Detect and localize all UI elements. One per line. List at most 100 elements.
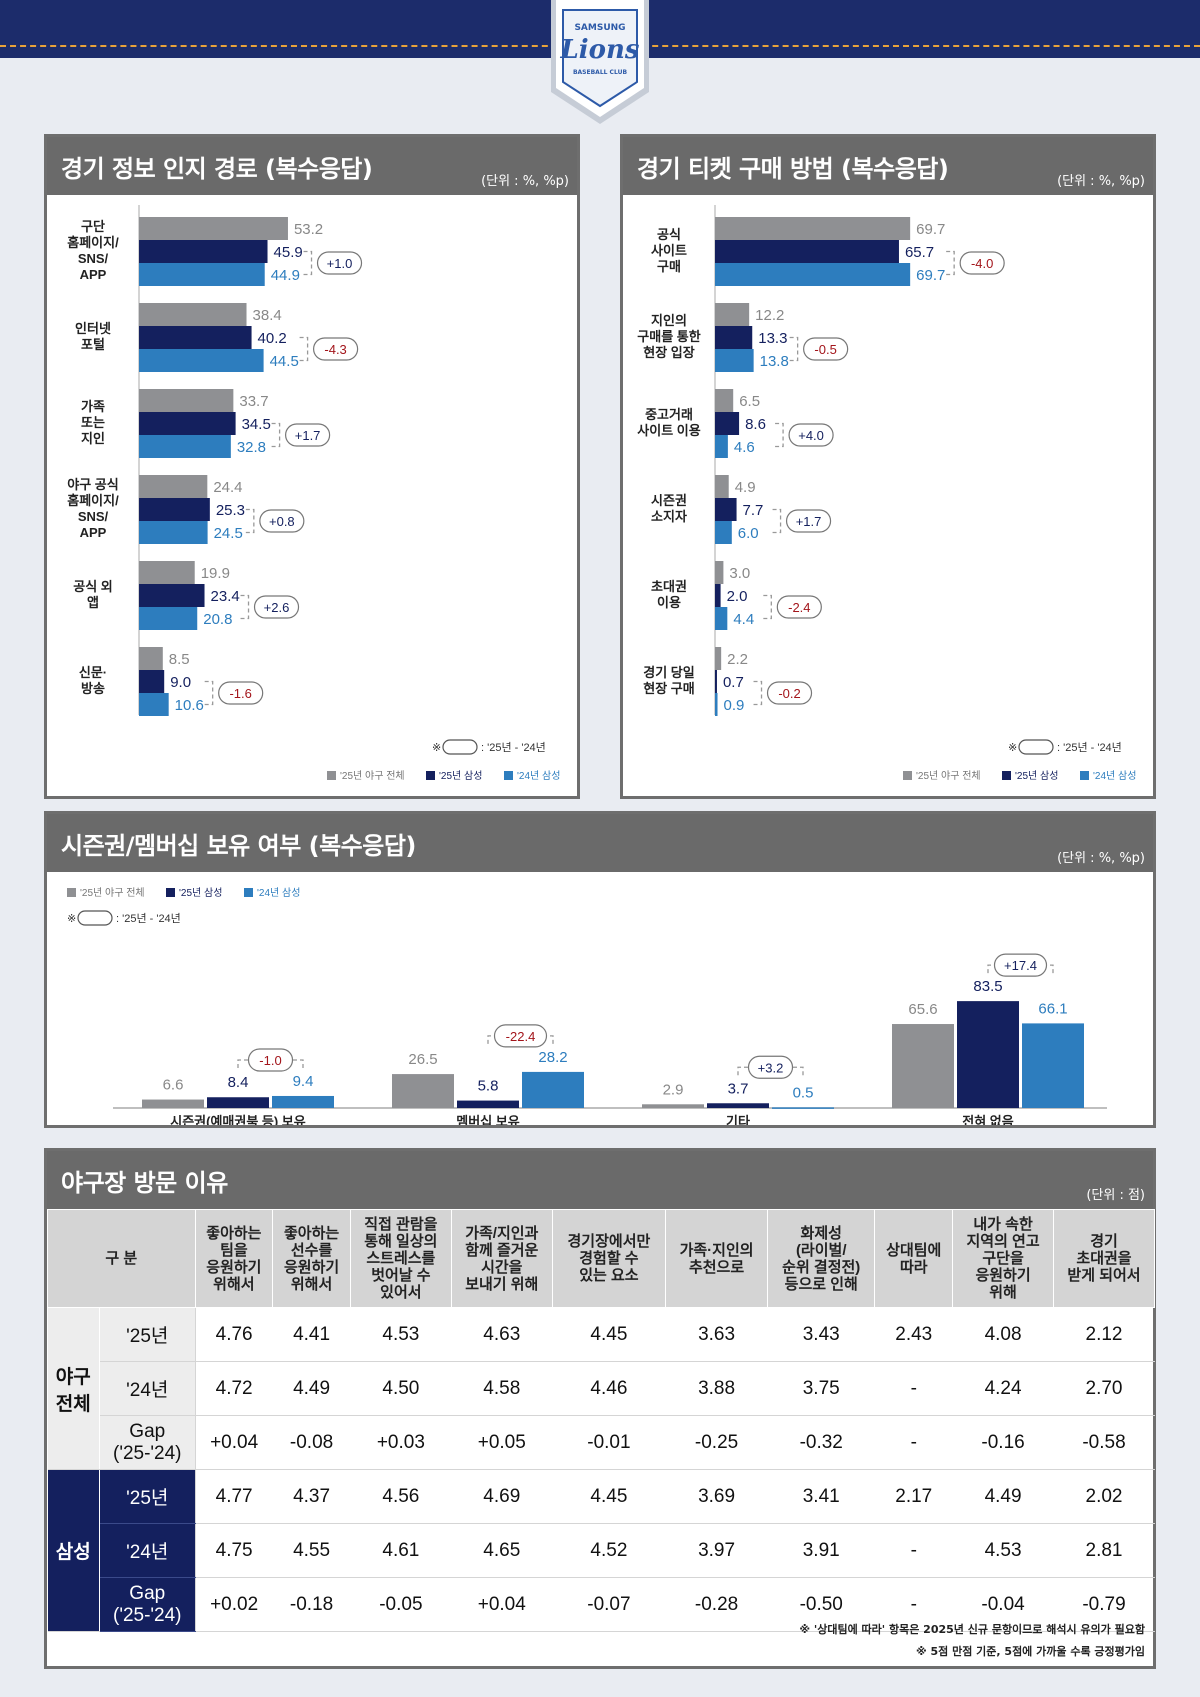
legend-label: '25년 야구 전체 (80, 887, 145, 899)
category-label: 소지자 (651, 509, 687, 524)
bar-value-label: 66.1 (1038, 1000, 1067, 1017)
category-label: 초대권 (651, 579, 687, 594)
bar (715, 217, 911, 240)
bar (715, 584, 721, 607)
bar-value-label: 3.0 (729, 565, 750, 582)
table-cell: -0.01 (552, 1415, 666, 1470)
bar (715, 693, 718, 716)
diff-pill (776, 595, 822, 619)
bar (142, 1099, 204, 1108)
diff-label: +1.7 (295, 428, 321, 443)
table-cell: -0.50 (767, 1577, 875, 1632)
table-cell: 2.43 (874, 1307, 953, 1362)
diff-label: +2.6 (264, 600, 290, 615)
bar (139, 647, 163, 670)
category-label: 또는 (81, 415, 105, 430)
bar-value-label: 53.2 (294, 221, 323, 238)
unit-label: (단위 : 점) (1086, 1188, 1145, 1203)
bar-value-label: 26.5 (408, 1051, 437, 1068)
bar-value-label: 25.3 (216, 502, 245, 519)
table-cell: 4.37 (272, 1469, 351, 1524)
bar (139, 412, 236, 435)
bar-value-label: 34.5 (242, 416, 271, 433)
bar-value-label: 40.2 (258, 330, 287, 347)
visit-reason-panel: 야구장 방문 이유 (단위 : 점) 구 분 좋아하는 팀을 응원하기 위해서 좋아하는 선… (44, 1148, 1156, 1669)
legend-label: '24년 삼성 (1093, 770, 1136, 782)
category-label: 기타 (726, 1114, 750, 1125)
bar-value-label: 9.4 (293, 1073, 314, 1090)
table-cell: -0.16 (952, 1415, 1054, 1470)
bar-value-label: 5.8 (478, 1078, 499, 1095)
bar-value-label: 0.7 (723, 674, 744, 691)
category-label: 인터넷 (75, 321, 111, 336)
bar (957, 1001, 1019, 1108)
category-label: 이용 (657, 595, 681, 610)
bar (207, 1097, 269, 1108)
column-header: 좋아하는 팀을 응원하기 위해서 (194, 1209, 274, 1308)
svg-text:Lions: Lions (559, 35, 639, 65)
table-cell: 3.41 (767, 1469, 875, 1524)
table-cell: 3.88 (665, 1361, 768, 1416)
note-mark: ※ (1008, 742, 1017, 754)
bar-value-label: 8.4 (228, 1074, 249, 1091)
column-header: 직접 관람을 통해 일상의 스트레스를 벗어날 수 있어서 (349, 1209, 452, 1308)
bar-value-label: 0.9 (724, 697, 745, 714)
table-cell: 3.75 (767, 1361, 875, 1416)
bar (272, 1095, 334, 1108)
table-cell: 4.49 (952, 1469, 1054, 1524)
bar-value-label: 2.9 (663, 1081, 684, 1098)
bar-value-label: 13.8 (760, 353, 789, 370)
table-cell: 4.55 (272, 1523, 351, 1578)
table-cell: +0.04 (195, 1415, 273, 1470)
bar (715, 521, 732, 544)
bar-value-label: 4.9 (735, 479, 756, 496)
category-label: 중고거래 (645, 407, 693, 422)
table-cell: 4.52 (552, 1523, 666, 1578)
category-label: 야구 공식 (67, 477, 118, 492)
bar-value-label: 69.7 (916, 267, 945, 284)
table-header-row: 구 분 좋아하는 팀을 응원하기 위해서 좋아하는 선수를 응원하기 위해서 직접 관람을 통해 일… (47, 1209, 1155, 1308)
note-text: : '25년 - '24년 (481, 741, 546, 754)
category-label: 구매를 통한 (637, 329, 700, 344)
category-label: 전혀 없음 (962, 1114, 1013, 1125)
diff-label: -4.0 (971, 256, 993, 271)
table-cell: 4.45 (552, 1469, 666, 1524)
legend-swatch (504, 771, 513, 780)
bar (139, 693, 169, 716)
table-row: 야구 전체 '25년 4.76 4.41 4.53 4.63 4.45 3.63 3.43 2.43… (47, 1307, 1155, 1470)
bar-value-label: 12.2 (755, 307, 784, 324)
bar-value-label: 33.7 (239, 393, 268, 410)
table-cell: 2.12 (1053, 1307, 1155, 1362)
bar-value-label: 6.5 (739, 393, 760, 410)
category-label: 홈페이지/ (67, 493, 119, 508)
category-label: 신문· (79, 665, 107, 680)
table-cell: -0.32 (767, 1415, 875, 1470)
diff-label: +0.8 (269, 514, 295, 529)
bar (139, 349, 264, 372)
table-note: ※ 5점 만점 기준, 5점에 가까울 수록 긍정평가임 (915, 1645, 1145, 1658)
diff-pill (259, 509, 305, 533)
diff-label: -4.3 (324, 342, 346, 357)
bar (139, 326, 252, 349)
bar-value-label: 10.6 (175, 697, 204, 714)
table-cell: +0.03 (350, 1415, 452, 1470)
diff-label: +4.0 (798, 428, 824, 443)
table-cell: 4.75 (195, 1523, 273, 1578)
table-cell: +0.04 (451, 1577, 553, 1632)
table-cell: -0.28 (665, 1577, 768, 1632)
category-label: APP (80, 525, 107, 540)
panel-title: 야구장 방문 이유 (61, 1169, 228, 1197)
table-cell: +0.05 (451, 1415, 553, 1470)
bar (642, 1104, 704, 1108)
bar (139, 389, 234, 412)
bar (715, 435, 728, 458)
note-text: : '25년 - '24년 (1057, 741, 1122, 754)
category-label: 사이트 (651, 243, 687, 258)
table-row: Gap ('25-'24) +0.02 -0.18 -0.05 +0.04 -0.07 -0.… (48, 1577, 1155, 1632)
diff-label: +3.2 (758, 1060, 784, 1075)
column-header: 가족·지인의 추천으로 (665, 1209, 769, 1308)
column-header: 내가 속한 지역의 연고 구단을 응원하기 위해 (952, 1209, 1055, 1308)
bar-value-label: 6.0 (738, 525, 759, 542)
